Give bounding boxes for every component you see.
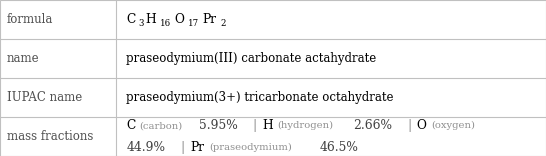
Text: (oxygen): (oxygen) <box>431 121 475 130</box>
Text: C: C <box>126 13 135 26</box>
Text: 16: 16 <box>160 19 171 27</box>
Text: IUPAC name: IUPAC name <box>7 91 82 104</box>
Text: 3: 3 <box>139 19 144 27</box>
Text: (carbon): (carbon) <box>140 121 183 130</box>
Text: |: | <box>407 119 411 132</box>
Text: formula: formula <box>7 13 54 26</box>
Text: Pr: Pr <box>190 141 204 154</box>
Text: praseodymium(III) carbonate actahydrate: praseodymium(III) carbonate actahydrate <box>126 52 377 65</box>
Text: O: O <box>417 119 426 132</box>
Text: praseodymium(3+) tricarbonate octahydrate: praseodymium(3+) tricarbonate octahydrat… <box>126 91 394 104</box>
Text: (praseodymium): (praseodymium) <box>210 143 293 152</box>
Text: 44.9%: 44.9% <box>126 141 165 154</box>
Text: C: C <box>126 119 135 132</box>
Text: (hydrogen): (hydrogen) <box>277 121 334 130</box>
Text: 2: 2 <box>221 19 226 27</box>
Text: mass fractions: mass fractions <box>7 130 93 143</box>
Text: |: | <box>253 119 257 132</box>
Text: |: | <box>181 141 185 154</box>
Text: H: H <box>146 13 157 26</box>
Text: 2.66%: 2.66% <box>353 119 392 132</box>
Text: 17: 17 <box>188 19 199 27</box>
Text: O: O <box>175 13 185 26</box>
Text: 46.5%: 46.5% <box>319 141 359 154</box>
Text: Pr: Pr <box>202 13 216 26</box>
Text: 5.95%: 5.95% <box>199 119 238 132</box>
Text: name: name <box>7 52 40 65</box>
Text: H: H <box>262 119 273 132</box>
